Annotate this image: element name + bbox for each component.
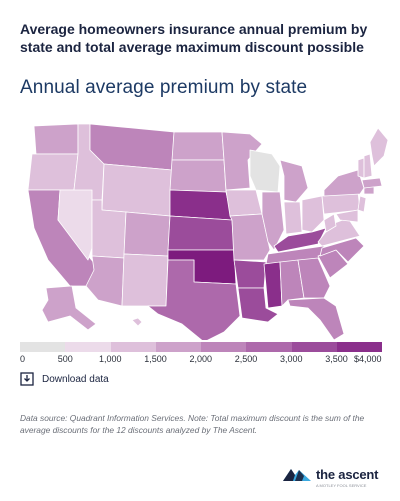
state-kansas — [167, 215, 235, 251]
state-illinois — [261, 191, 285, 251]
state-nevada — [57, 189, 93, 261]
us-choropleth-map — [27, 123, 388, 340]
state-louisiana — [237, 287, 279, 323]
state-vermont — [357, 157, 365, 179]
state-minnesota — [221, 131, 263, 191]
legend-swatch — [336, 342, 382, 352]
legend-swatch — [20, 342, 66, 352]
legend-label: 3,000 — [280, 354, 303, 364]
legend-label: 2,000 — [189, 354, 213, 364]
ascent-logo-icon — [283, 469, 311, 481]
state-alaska — [41, 285, 97, 331]
legend-swatch — [246, 342, 292, 352]
state-wyoming — [101, 163, 173, 217]
chart-subtitle: Annual average premium by state — [20, 77, 308, 98]
state-indiana — [283, 201, 303, 235]
state-massachusetts — [361, 177, 383, 189]
state-arkansas — [233, 259, 267, 289]
state-florida — [287, 297, 345, 340]
brand-tagline: A MOTLEY FOOL SERVICE — [316, 483, 367, 488]
download-data-button[interactable]: Download data — [20, 372, 109, 386]
state-michigan — [279, 159, 309, 203]
legend-swatch — [110, 342, 156, 352]
state-iowa — [225, 189, 263, 217]
state-colorado — [123, 211, 171, 257]
state-west-virginia — [323, 213, 337, 233]
state-mississippi — [263, 261, 283, 309]
legend-color-scale — [20, 342, 382, 352]
legend-label: 0 — [20, 354, 26, 364]
brand-name: the ascent — [316, 466, 379, 482]
legend-label: 1,500 — [144, 354, 167, 364]
brand-logo[interactable]: the ascent A MOTLEY FOOL SERVICE — [282, 466, 379, 488]
legend-label: 2,500 — [234, 354, 258, 364]
state-nebraska — [169, 189, 233, 221]
state-texas — [147, 259, 241, 340]
state-ohio — [301, 195, 325, 233]
state-montana — [89, 123, 175, 171]
legend-swatch — [65, 342, 111, 352]
state-georgia — [297, 257, 331, 299]
state-oregon — [27, 153, 79, 191]
legend-label: 3,500 — [325, 354, 348, 364]
legend-swatch — [291, 342, 337, 352]
source-note: Data source: Quadrant Information Servic… — [20, 413, 365, 435]
state-new-hampshire — [363, 153, 373, 179]
chart-title: Average homeowners insurance annual prem… — [20, 21, 368, 55]
state-new-mexico — [121, 253, 169, 307]
state-south-dakota — [169, 159, 227, 193]
state-alabama — [279, 259, 305, 307]
download-label: Download data — [42, 373, 109, 385]
state-maryland — [335, 209, 359, 223]
state-new-jersey — [357, 195, 367, 213]
legend-tick-labels: 0 500 1,000 1,500 2,000 2,500 3,000 3,500 $4,000 — [20, 354, 382, 366]
legend-label: 500 — [57, 354, 73, 364]
legend-swatch — [201, 342, 247, 352]
legend-label: 1,000 — [99, 354, 122, 364]
state-washington — [33, 123, 79, 155]
state-north-carolina — [319, 237, 365, 263]
state-north-dakota — [171, 131, 225, 161]
state-wisconsin — [249, 149, 281, 193]
state-hawaii — [131, 317, 143, 327]
download-icon — [20, 372, 34, 386]
legend-label: $4,000 — [354, 354, 382, 364]
legend-swatch — [155, 342, 201, 352]
state-maine — [369, 127, 388, 167]
